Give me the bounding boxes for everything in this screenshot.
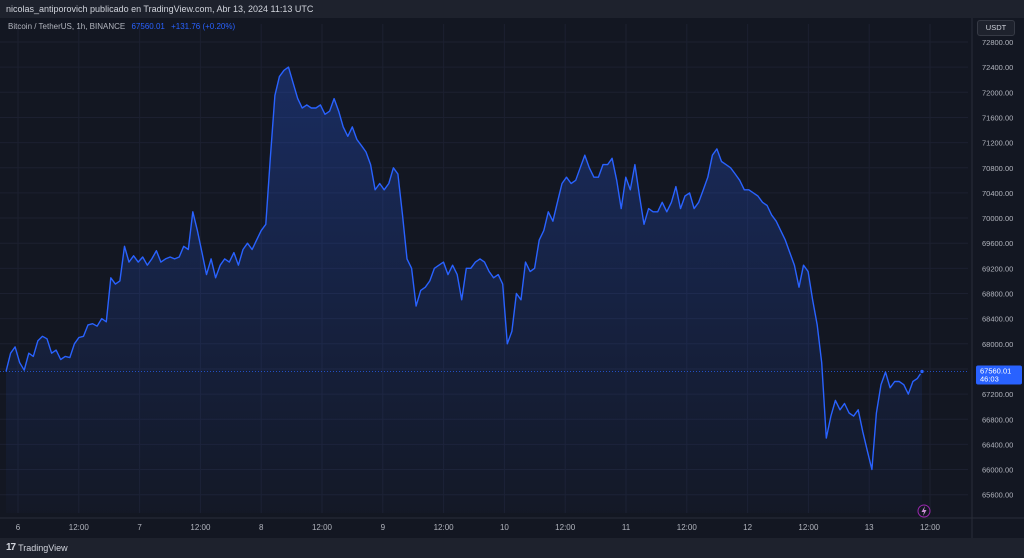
y-tick-label: 72400.00 — [982, 63, 1013, 72]
price-area-fill — [6, 67, 922, 513]
y-tick-label: 71200.00 — [982, 139, 1013, 148]
footer-bar: 17 TradingView — [0, 538, 1024, 558]
x-tick-label: 6 — [16, 523, 21, 532]
tradingview-logo-icon: 17 — [6, 542, 16, 553]
y-tick-label: 72000.00 — [982, 88, 1013, 97]
x-tick-label: 12:00 — [555, 523, 576, 532]
chart-area[interactable]: 72800.00 72400.00 72000.00 71600.00 71200.00… — [0, 18, 1024, 538]
x-axis[interactable]: 6 12:00 7 12:00 8 12:00 9 12:00 10 12:00 11 12:00 12… — [0, 504, 1024, 532]
x-tick-label: 12:00 — [69, 523, 90, 532]
y-tick-label: 70400.00 — [982, 189, 1013, 198]
x-tick-label: 12:00 — [798, 523, 819, 532]
x-tick-label: 12:00 — [434, 523, 455, 532]
x-tick-label: 10 — [500, 523, 509, 532]
x-tick-label: 12:00 — [190, 523, 211, 532]
y-tick-label: 70800.00 — [982, 164, 1013, 173]
y-tick-label: 67200.00 — [982, 390, 1013, 399]
symbol-legend[interactable]: Bitcoin / TetherUS, 1h, BINANCE 67560.01… — [8, 22, 235, 32]
publisher-bar: nicolas_antiporovich publicado en Tradin… — [0, 0, 1024, 18]
last-price-tag-countdown: 46:03 — [980, 374, 999, 383]
x-tick-label: 12:00 — [312, 523, 333, 532]
y-tick-label: 68000.00 — [982, 340, 1013, 349]
x-tick-label: 12 — [743, 523, 752, 532]
y-tick-label: 68400.00 — [982, 315, 1013, 324]
last-price-dot — [919, 368, 925, 375]
y-tick-label: 65600.00 — [982, 491, 1013, 500]
price-chart[interactable]: 72800.00 72400.00 72000.00 71600.00 71200.00… — [0, 18, 1024, 538]
price-line — [5, 66, 923, 471]
y-tick-label: 69200.00 — [982, 264, 1013, 273]
y-tick-label: 71600.00 — [982, 113, 1013, 122]
y-axis[interactable]: 72800.00 72400.00 72000.00 71600.00 71200.00… — [971, 18, 1022, 538]
tradingview-logo[interactable]: 17 TradingView — [6, 538, 68, 558]
x-tick-label: 7 — [137, 523, 142, 532]
publisher-line: nicolas_antiporovich publicado en Tradin… — [6, 4, 314, 14]
x-tick-label: 11 — [622, 523, 631, 532]
tradingview-brand: TradingView — [18, 543, 68, 553]
y-tick-label: 72800.00 — [982, 38, 1013, 47]
x-tick-label: 12:00 — [920, 523, 941, 532]
lightning-icon-bolt — [921, 506, 927, 516]
last-price-tag-price: 67560.01 — [980, 366, 1011, 375]
y-tick-label: 70000.00 — [982, 214, 1013, 223]
y-tick-label: 69600.00 — [982, 239, 1013, 248]
x-tick-label: 12:00 — [677, 523, 698, 532]
y-tick-label: 66400.00 — [982, 440, 1013, 449]
price-line-layer — [0, 66, 968, 471]
symbol-name: Bitcoin / TetherUS, 1h, BINANCE — [8, 22, 126, 31]
y-tick-label: 68800.00 — [982, 290, 1013, 299]
price-area-layer — [6, 67, 922, 513]
currency-button[interactable]: USDT — [977, 20, 1015, 36]
x-tick-label: 13 — [865, 523, 874, 532]
legend-last-price: 67560.01 — [131, 22, 165, 31]
legend-change: +131.76 (+0.20%) — [171, 22, 236, 31]
last-price-tag-bg — [976, 365, 1022, 385]
x-tick-label: 9 — [381, 523, 386, 532]
y-tick-label: 66800.00 — [982, 415, 1013, 424]
lightning-icon[interactable] — [917, 504, 931, 518]
y-tick-label: 66000.00 — [982, 466, 1013, 475]
x-tick-label: 8 — [259, 523, 264, 532]
